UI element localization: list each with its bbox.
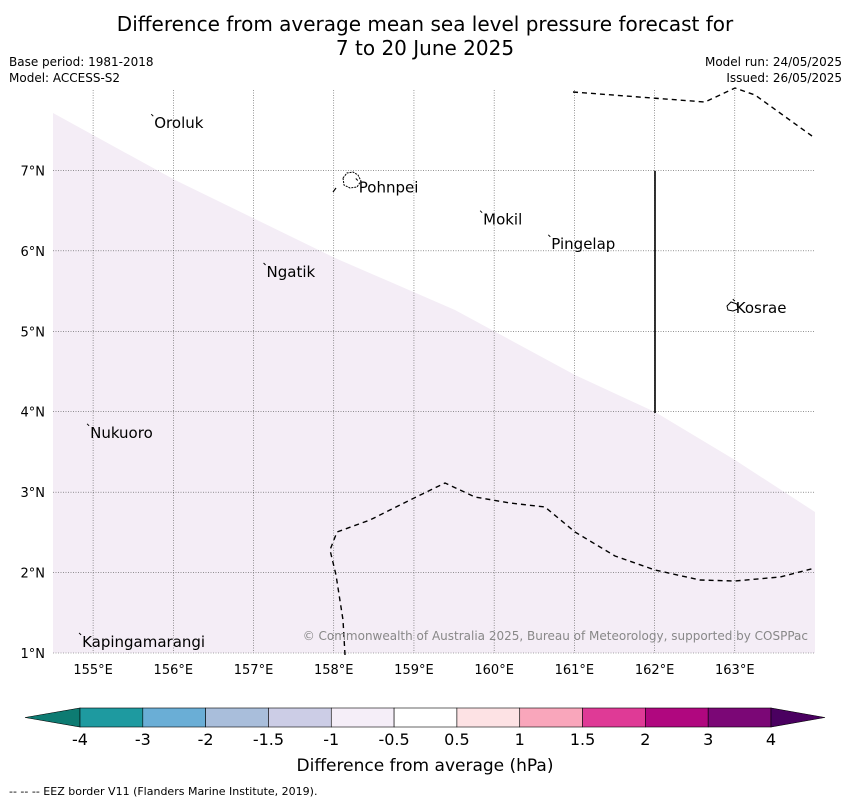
place-label: Mokil (483, 211, 522, 229)
place-marker (86, 423, 90, 427)
colorbar-title: Difference from average (hPa) (296, 756, 554, 776)
place-marker (479, 210, 483, 214)
colorbar-segment (707, 707, 772, 728)
colorbar-tick-label: -2 (198, 730, 214, 749)
longitude-tick-label: 158°E (314, 663, 354, 678)
longitude-tick-label: 156°E (154, 663, 194, 678)
colorbar-tick-label: -0.5 (378, 730, 409, 749)
longitude-tick-label: 157°E (234, 663, 274, 678)
eez-border-north (572, 87, 813, 137)
pohnpei-island (342, 171, 362, 189)
colorbar-segment (205, 707, 269, 728)
colorbar-tick-label: 4 (766, 730, 776, 749)
colorbar-extend-high (770, 707, 826, 728)
colorbar-segment (268, 707, 332, 728)
latitude-tick-label: 7°N (21, 164, 46, 179)
map-title: Difference from average mean sea level p… (0, 12, 850, 60)
right-metadata: Model run: 24/05/2025 Issued: 26/05/2025 (705, 54, 842, 86)
colorbar-tick-label: 3 (703, 730, 713, 749)
colorbar-segment (142, 707, 206, 728)
place-label: Ngatik (267, 263, 316, 281)
place-label: Nukuoro (90, 424, 153, 442)
place-marker (263, 262, 266, 266)
issued-date: Issued: 26/05/2025 (726, 71, 842, 85)
place-marker (150, 113, 154, 117)
colorbar-tick-label: 2 (640, 730, 650, 749)
latitude-tick-label: 1°N (21, 647, 46, 662)
longitude-tick-label: 161°E (555, 663, 595, 678)
base-period: Base period: 1981-2018 (9, 55, 154, 69)
colorbar-segment (393, 707, 458, 728)
eez-border-south (329, 482, 816, 656)
eez-border-segment (332, 187, 337, 193)
colorbar-tick-label: -3 (135, 730, 151, 749)
latitude-tick-label: 6°N (21, 245, 46, 260)
left-metadata: Base period: 1981-2018 Model: ACCESS-S2 (9, 54, 154, 86)
colorbar-tick-label: 1 (515, 730, 525, 749)
colorbar-tick-label: -4 (72, 730, 88, 749)
place-label: Oroluk (154, 114, 203, 132)
model-run: Model run: 24/05/2025 (704, 55, 842, 69)
latitude-tick-label: 4°N (21, 406, 46, 421)
longitude-tick-label: 162°E (635, 663, 675, 678)
latitude-tick-label: 2°N (21, 567, 46, 582)
colorbar-segment (519, 707, 583, 728)
colorbar-extend-low (24, 707, 81, 728)
colorbar-segment (582, 707, 646, 728)
longitude-tick-label: 155°E (73, 663, 113, 678)
place-marker (355, 178, 359, 181)
latitude-tick-label: 5°N (21, 325, 46, 340)
colorbar-segment (330, 707, 395, 728)
colorbar-segment (79, 707, 144, 728)
place-label: Pohnpei (359, 179, 419, 197)
colorbar-tick-label: -1.5 (253, 730, 284, 749)
colorbar-tick-label: -1 (323, 730, 339, 749)
place-label: Pingelap (551, 235, 615, 253)
longitude-tick-label: 160°E (474, 663, 514, 678)
place-label: Kapingamarangi (82, 633, 205, 651)
kosrae-island (726, 301, 739, 312)
model-name: Model: ACCESS-S2 (9, 71, 121, 85)
colorbar-segment (456, 707, 521, 728)
colorbar-tick-label: 1.5 (570, 730, 595, 749)
latitude-tick-label: 3°N (21, 486, 46, 501)
longitude-tick-label: 159°E (394, 663, 434, 678)
title-line-1: Difference from average mean sea level p… (116, 12, 734, 36)
longitude-tick-label: 163°E (715, 663, 755, 678)
place-label: Kosrae (736, 299, 787, 317)
place-marker (547, 234, 551, 238)
title-line-2: 7 to 20 June 2025 (335, 36, 515, 60)
place-marker (732, 298, 736, 302)
place-marker (78, 632, 82, 636)
colorbar-segment (645, 707, 709, 728)
copyright-notice: © Commonwealth of Australia 2025, Bureau… (303, 629, 808, 643)
eez-legend: -- -- -- EEZ border V11 (Flanders Marine… (9, 785, 318, 798)
anomaly-region-fill (53, 113, 815, 653)
colorbar-tick-label: 0.5 (444, 730, 469, 749)
